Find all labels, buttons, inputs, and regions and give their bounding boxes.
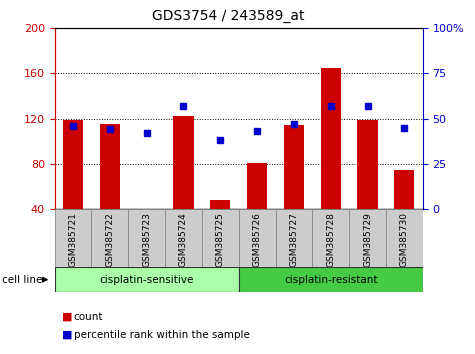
Bar [238, 267, 423, 292]
Text: cell line: cell line [2, 275, 43, 285]
Bar [357, 120, 378, 209]
Bar [91, 209, 128, 267]
Bar [321, 68, 341, 209]
Bar [247, 162, 267, 209]
Text: GSM385727: GSM385727 [289, 212, 298, 267]
Bar [55, 267, 238, 292]
Bar [238, 209, 276, 267]
Bar [394, 171, 415, 209]
Text: count: count [74, 312, 103, 322]
Text: GSM385721: GSM385721 [68, 212, 77, 267]
Bar [173, 116, 194, 209]
Text: ■: ■ [62, 312, 72, 322]
Text: percentile rank within the sample: percentile rank within the sample [74, 330, 249, 339]
Text: GSM385726: GSM385726 [253, 212, 262, 267]
Text: GSM385725: GSM385725 [216, 212, 225, 267]
Bar [63, 120, 83, 209]
Text: cisplatin-sensitive: cisplatin-sensitive [99, 275, 194, 285]
Text: ■: ■ [62, 330, 72, 339]
Bar [100, 124, 120, 209]
Bar [202, 209, 238, 267]
Bar [210, 200, 230, 209]
Text: GSM385728: GSM385728 [326, 212, 335, 267]
Bar [284, 125, 304, 209]
Bar [276, 209, 313, 267]
Bar [313, 209, 349, 267]
Bar [128, 209, 165, 267]
Bar [165, 209, 202, 267]
Text: cisplatin-resistant: cisplatin-resistant [284, 275, 378, 285]
Text: GSM385722: GSM385722 [105, 212, 114, 267]
Text: GDS3754 / 243589_at: GDS3754 / 243589_at [152, 9, 304, 23]
Bar [386, 209, 423, 267]
Text: GSM385724: GSM385724 [179, 212, 188, 267]
Text: GSM385729: GSM385729 [363, 212, 372, 267]
Bar [349, 209, 386, 267]
Text: GSM385730: GSM385730 [400, 212, 409, 267]
Bar [55, 209, 91, 267]
Text: GSM385723: GSM385723 [142, 212, 151, 267]
